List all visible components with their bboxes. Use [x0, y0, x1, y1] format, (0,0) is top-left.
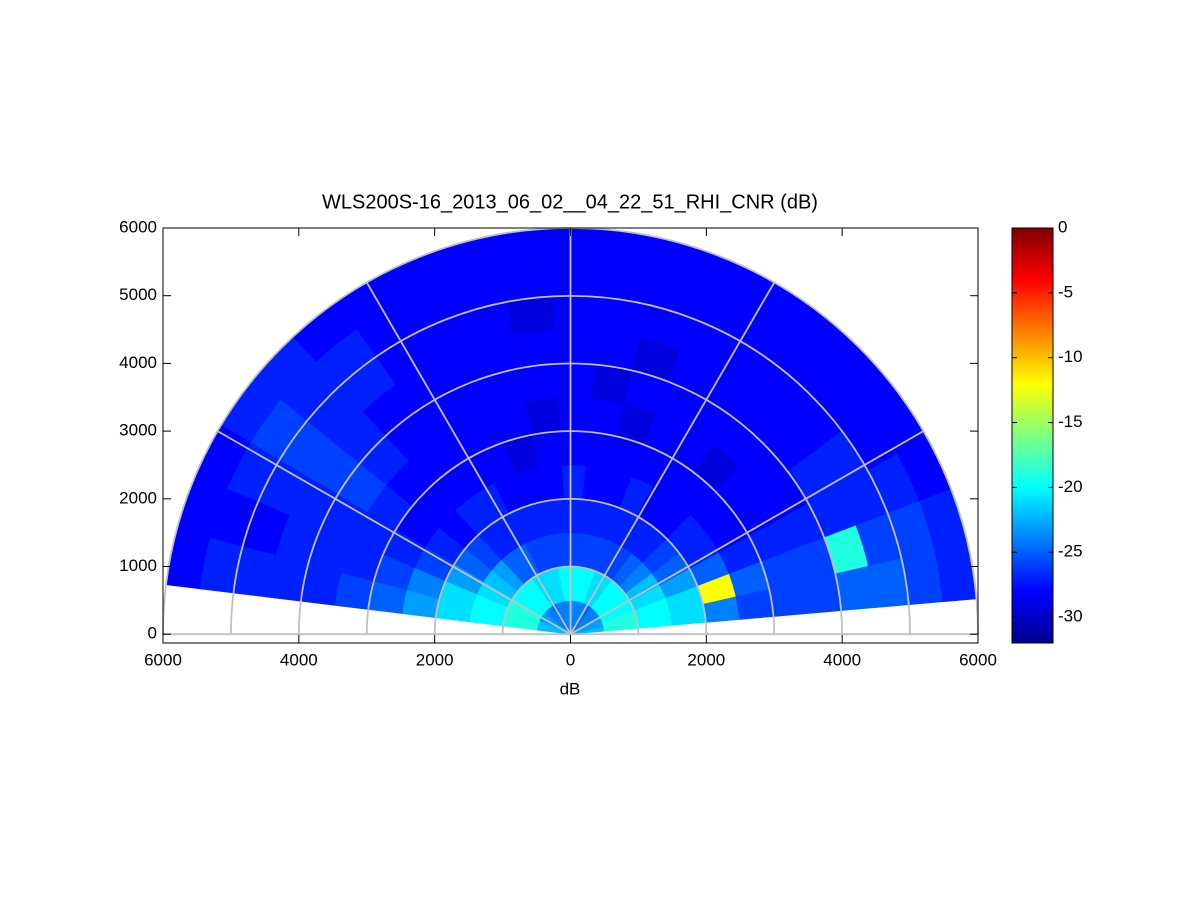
y-tick-label: 3000 — [119, 421, 157, 440]
x-tick-label: 2000 — [416, 650, 454, 669]
colorbar-tick-label: -15 — [1058, 412, 1083, 431]
x-tick-label: 0 — [566, 650, 575, 669]
cell — [559, 430, 589, 466]
grid-spoke — [569, 281, 776, 635]
colorbar-tick-label: -30 — [1058, 607, 1083, 626]
colorbar-tick-label: 0 — [1058, 217, 1067, 236]
y-tick-label: 0 — [148, 624, 157, 643]
y-tick-label: 4000 — [119, 353, 157, 372]
grid-spoke — [570, 430, 924, 635]
colorbar-tick-label: -5 — [1058, 282, 1073, 301]
cell — [590, 364, 632, 404]
colorbar-tick-label: -25 — [1058, 542, 1083, 561]
colorbar-tick-label: -10 — [1058, 347, 1083, 366]
cell — [563, 498, 583, 534]
x-tick-label: 6000 — [144, 650, 182, 669]
field — [165, 227, 977, 635]
y-tick-label: 6000 — [119, 217, 157, 236]
y-tick-label: 5000 — [119, 285, 157, 304]
cell — [557, 396, 592, 433]
cell — [548, 227, 607, 264]
cell — [554, 329, 598, 365]
x-tick-label: 4000 — [823, 650, 861, 669]
cell — [518, 363, 559, 402]
y-tick-label: 1000 — [119, 556, 157, 575]
cell — [511, 329, 557, 369]
cell — [561, 464, 586, 500]
x-tick-label: 2000 — [687, 650, 725, 669]
colorbar-tick-label: -20 — [1058, 477, 1083, 496]
x-tick-label: 4000 — [280, 650, 318, 669]
cell — [505, 295, 555, 336]
grid-spoke — [217, 430, 571, 635]
cell — [550, 261, 604, 298]
grid-spoke — [365, 281, 572, 635]
cell — [552, 295, 601, 332]
y-tick-label: 2000 — [119, 488, 157, 507]
cell — [555, 363, 595, 399]
x-axis-label: dB — [560, 679, 581, 698]
colorbar — [1011, 227, 1054, 644]
chart-title: WLS200S-16_2013_06_02__04_22_51_RHI_CNR … — [322, 191, 818, 213]
x-tick-label: 6000 — [959, 650, 997, 669]
